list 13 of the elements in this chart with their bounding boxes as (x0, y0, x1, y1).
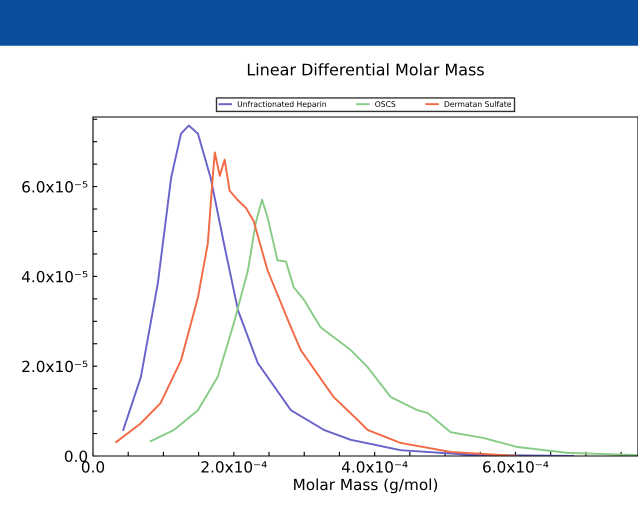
x-tick-label: 2.0x10⁻⁴ (201, 461, 267, 473)
y-tick-label: 0.0 (64, 450, 88, 462)
y-tick-label: 2.0x10⁻⁵ (22, 360, 88, 372)
line-series (115, 151, 519, 456)
x-tick-label: 0.0 (82, 461, 104, 473)
chart-title: Linear Differential Molar Mass (248, 63, 484, 76)
x-tick-label: 6.0x10⁻⁴ (483, 461, 548, 473)
line-series (122, 124, 574, 456)
x-tick-label: 4.0x10⁻⁴ (342, 461, 408, 473)
y-tick-label: 4.0x10⁻⁵ (22, 270, 88, 282)
x-axis-title: Molar Mass (g/mol) (294, 478, 438, 494)
line-series (150, 198, 638, 456)
y-tick-label: 6.0x10⁻⁵ (22, 181, 88, 193)
